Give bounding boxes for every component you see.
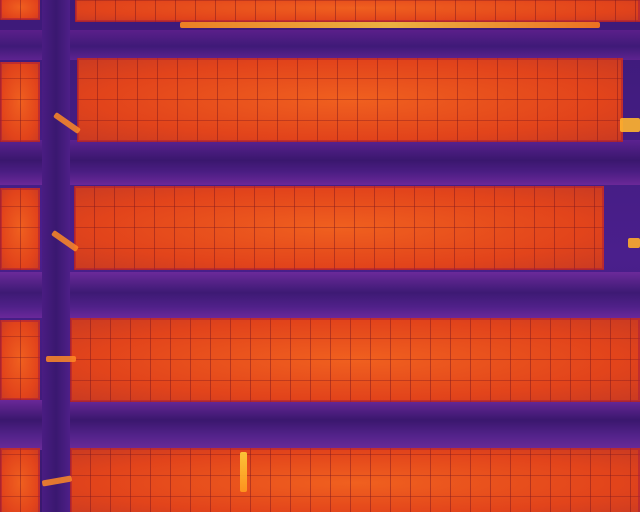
solar-panel-edge (0, 188, 40, 270)
solar-panel-row (75, 0, 640, 22)
solar-panel-edge (0, 62, 40, 142)
hot-spot (620, 118, 640, 132)
hot-spot (240, 452, 247, 492)
support-rail (42, 0, 70, 512)
solar-panel-row (74, 186, 604, 270)
row-gap (0, 140, 640, 185)
row-gap (0, 272, 640, 318)
solar-panel-edge (0, 320, 40, 400)
solar-panel-edge (0, 448, 40, 512)
hot-spot (180, 22, 600, 28)
row-gap (0, 400, 640, 450)
solar-panel-row (77, 58, 623, 142)
hot-spot (628, 238, 640, 248)
reflection-glare (46, 356, 76, 362)
row-gap (0, 30, 640, 60)
solar-panel-row (70, 318, 640, 402)
solar-panel-edge (0, 0, 40, 20)
solar-panel-row (70, 448, 640, 512)
